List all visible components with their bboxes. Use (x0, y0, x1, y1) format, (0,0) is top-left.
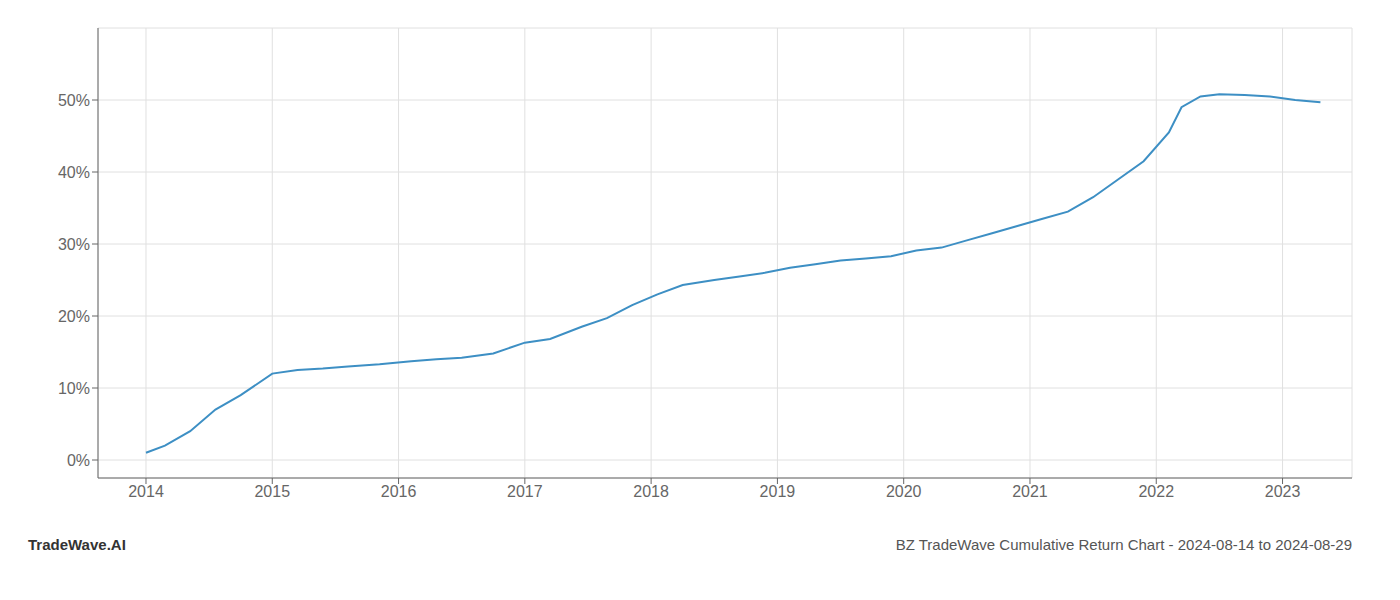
svg-text:2023: 2023 (1265, 483, 1301, 500)
svg-text:2014: 2014 (128, 483, 164, 500)
html-text:TradeWave.AI: TradeWave.AI (28, 536, 126, 553)
svg-text:30%: 30% (58, 236, 90, 253)
svg-text:2015: 2015 (254, 483, 290, 500)
svg-text:50%: 50% (58, 92, 90, 109)
svg-text:2018: 2018 (633, 483, 669, 500)
svg-text:2016: 2016 (381, 483, 417, 500)
svg-text:2019: 2019 (760, 483, 796, 500)
svg-text:2021: 2021 (1012, 483, 1048, 500)
svg-text:2022: 2022 (1138, 483, 1174, 500)
svg-text:40%: 40% (58, 164, 90, 181)
svg-text:2020: 2020 (886, 483, 922, 500)
svg-text:20%: 20% (58, 308, 90, 325)
html-text:BZ TradeWave Cumulative Return: BZ TradeWave Cumulative Return Chart - 2… (895, 536, 1352, 553)
svg-text:2017: 2017 (507, 483, 543, 500)
svg-text:10%: 10% (58, 380, 90, 397)
svg-text:0%: 0% (67, 452, 90, 469)
